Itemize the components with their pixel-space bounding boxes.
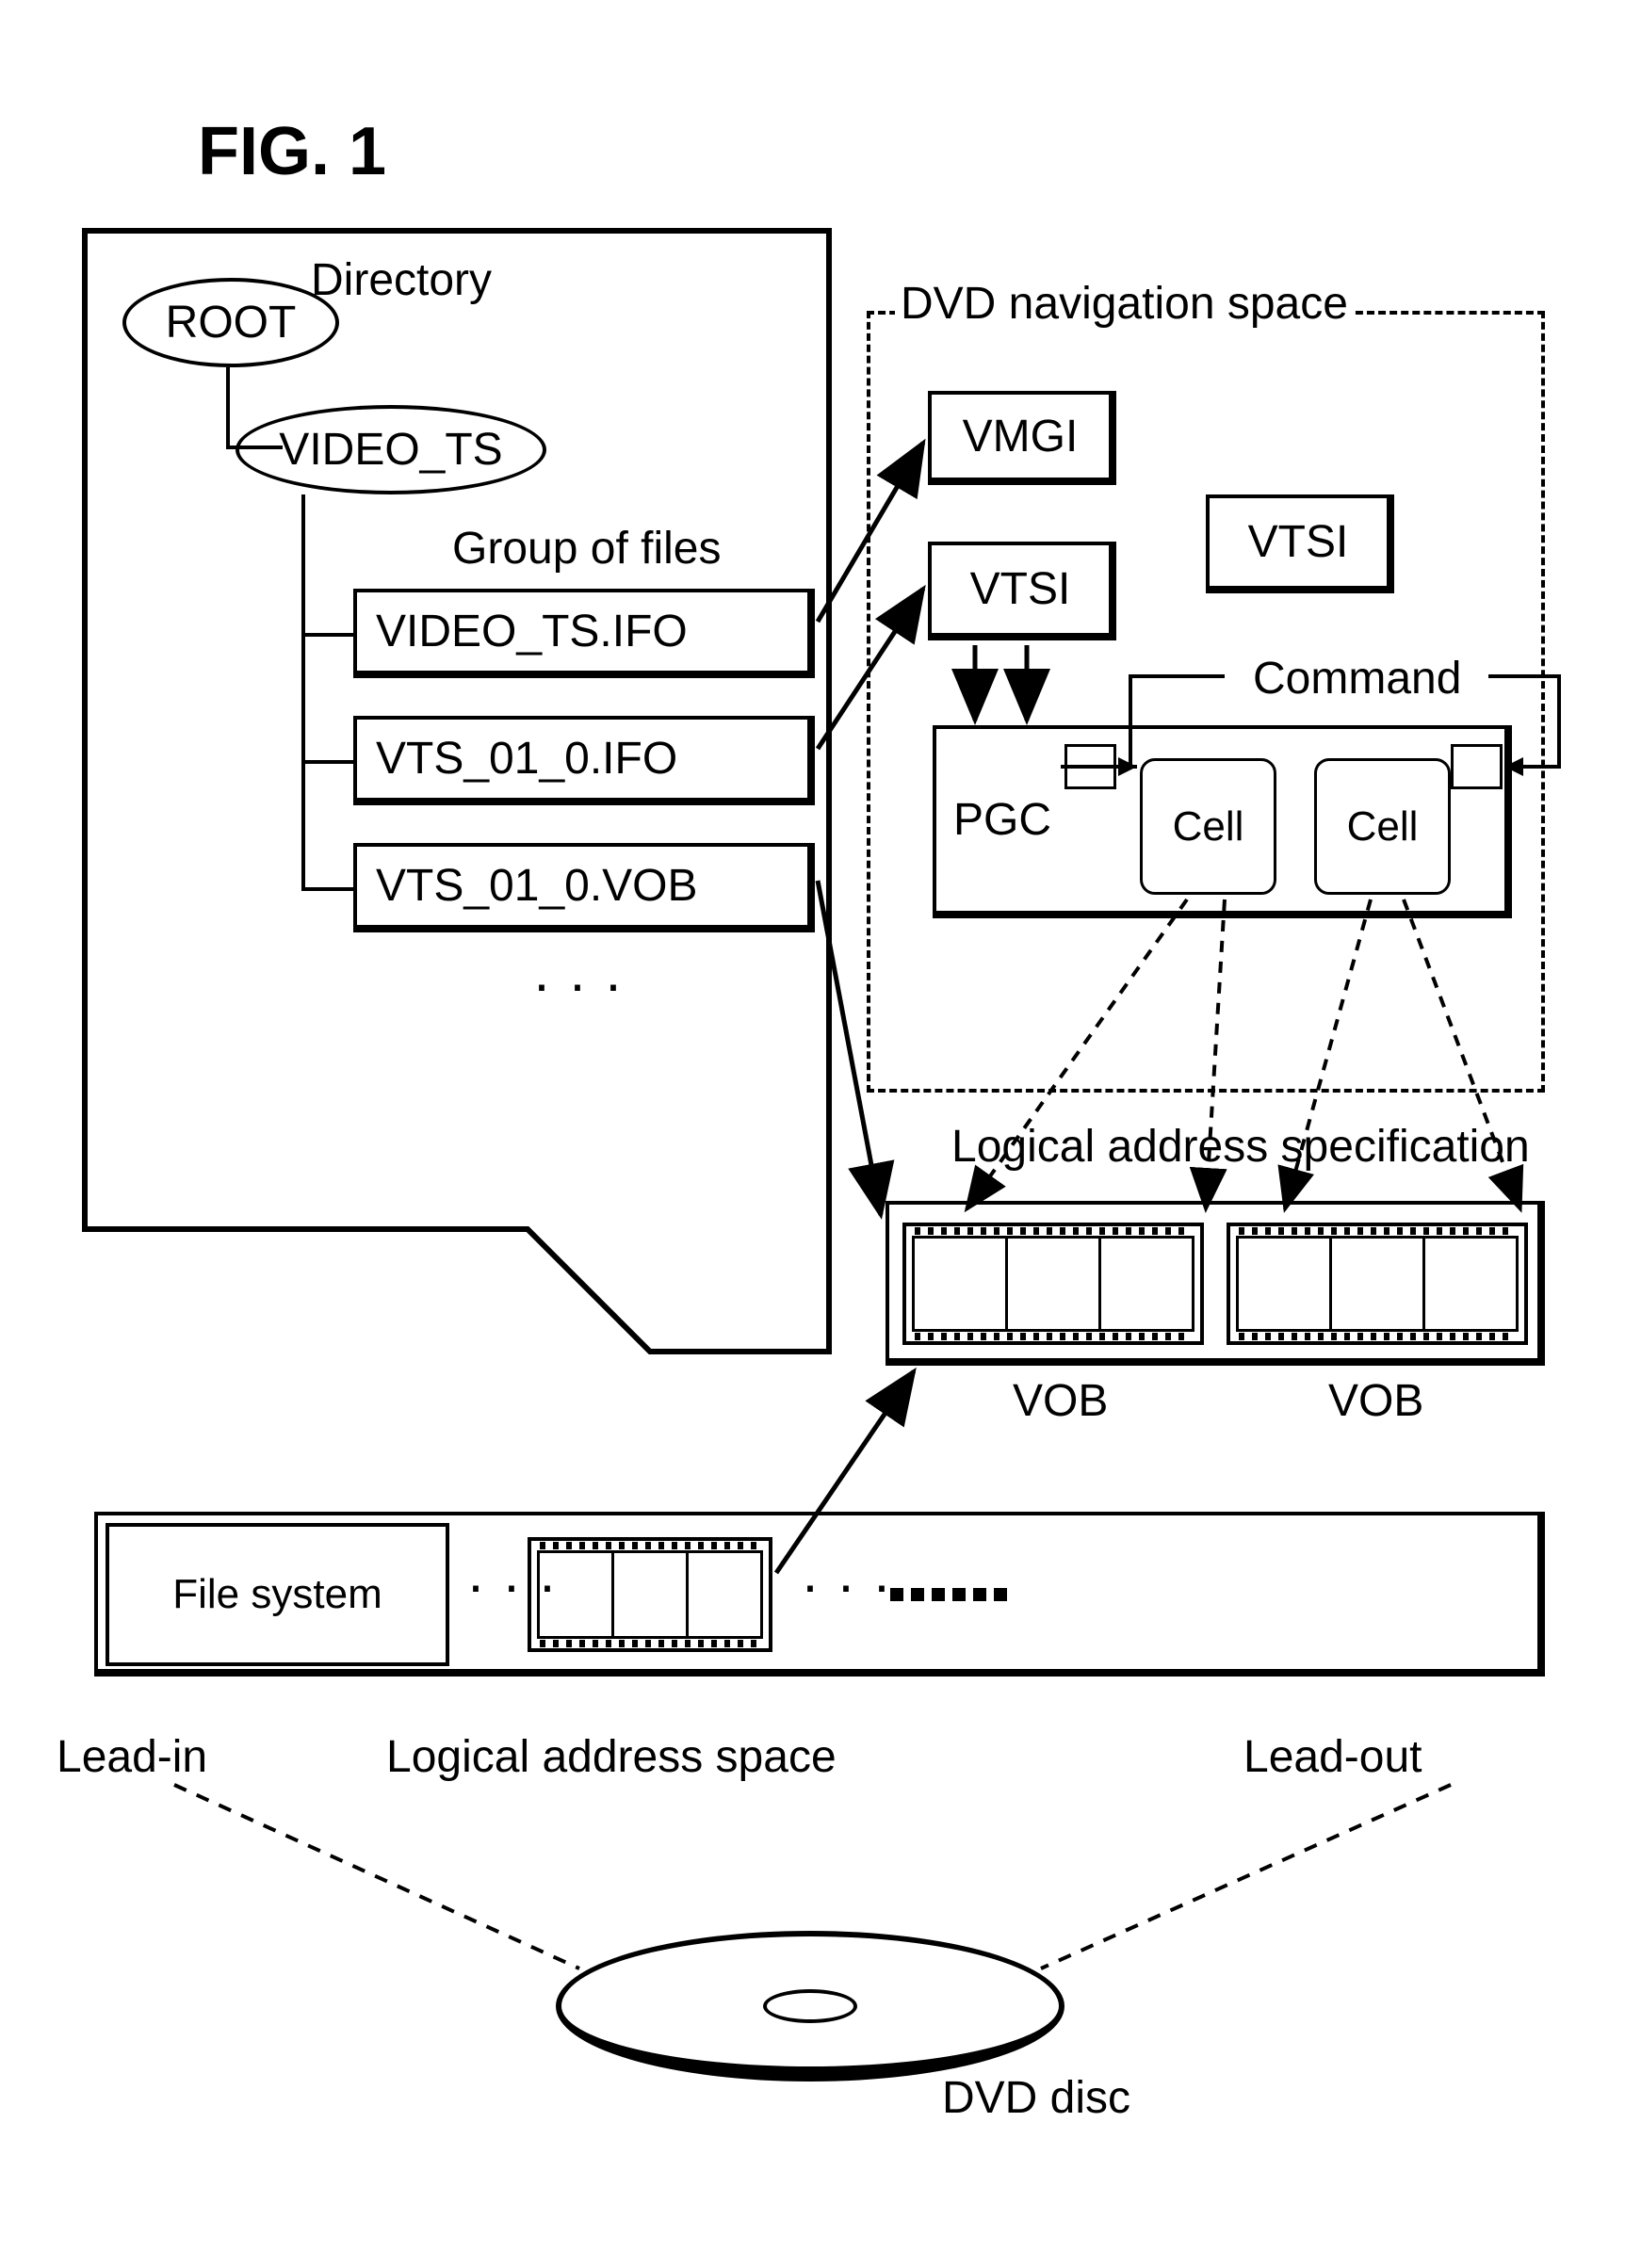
file-video-ts-ifo: VIDEO_TS.IFO	[353, 589, 815, 678]
file-system-box: File system	[106, 1523, 449, 1666]
lead-in-label: Lead-in	[57, 1731, 207, 1783]
lead-out-label: Lead-out	[1243, 1731, 1422, 1783]
vmgi-label: VMGI	[963, 411, 1079, 462]
vtsi-box-1: VTSI	[928, 542, 1116, 640]
cell-box-2: Cell	[1314, 758, 1451, 895]
tree-line	[301, 633, 353, 637]
video-ts-label: VIDEO_TS	[279, 424, 502, 476]
file-label: VTS_01_0.IFO	[376, 733, 677, 785]
track-sq-dots	[890, 1588, 1007, 1601]
vtsi-box-2: VTSI	[1206, 494, 1394, 593]
root-label: ROOT	[166, 297, 297, 348]
dvd-disc-label: DVD disc	[942, 2072, 1130, 2124]
tree-line	[301, 760, 353, 764]
vob-label-2: VOB	[1328, 1375, 1423, 1427]
file-vts-01-0-vob: VTS_01_0.VOB	[353, 843, 815, 932]
figure-title: FIG. 1	[198, 113, 386, 190]
track-dots-right: ···	[801, 1552, 908, 1617]
logical-addr-space-label: Logical address space	[386, 1731, 837, 1783]
file-label: VIDEO_TS.IFO	[376, 606, 688, 657]
directory-label: Directory	[311, 254, 492, 306]
cell-label: Cell	[1173, 803, 1244, 850]
pgc-label: PGC	[953, 794, 1051, 846]
vtsi-label: VTSI	[970, 563, 1071, 615]
file-vts-01-0-ifo: VTS_01_0.IFO	[353, 716, 815, 805]
group-of-files-label: Group of files	[452, 523, 721, 575]
track-dots-left: ···	[466, 1552, 574, 1617]
vob-label-1: VOB	[1013, 1375, 1108, 1427]
video-ts-ellipse: VIDEO_TS	[236, 405, 546, 494]
vtsi-label: VTSI	[1248, 516, 1349, 568]
tree-line	[226, 367, 230, 447]
tree-line	[301, 494, 305, 890]
tree-line	[301, 887, 353, 891]
cell-label: Cell	[1347, 803, 1419, 850]
root-directory-ellipse: ROOT	[122, 278, 339, 367]
cell-box-1: Cell	[1140, 758, 1276, 895]
file-ellipsis: ···	[532, 951, 640, 1016]
dvd-disc-hole	[763, 1989, 857, 2023]
cmd-slot-right	[1451, 744, 1503, 789]
tree-line	[226, 446, 283, 449]
dvd-nav-space-title: DVD navigation space	[895, 278, 1354, 330]
logical-addr-spec-label: Logical address specification	[951, 1121, 1530, 1173]
vmgi-box: VMGI	[928, 391, 1116, 485]
cmd-slot-left	[1064, 744, 1116, 789]
command-label: Command	[1253, 653, 1461, 705]
vob-2	[1227, 1223, 1528, 1345]
vob-1	[902, 1223, 1204, 1345]
file-system-label: File system	[172, 1571, 382, 1618]
file-label: VTS_01_0.VOB	[376, 860, 698, 912]
